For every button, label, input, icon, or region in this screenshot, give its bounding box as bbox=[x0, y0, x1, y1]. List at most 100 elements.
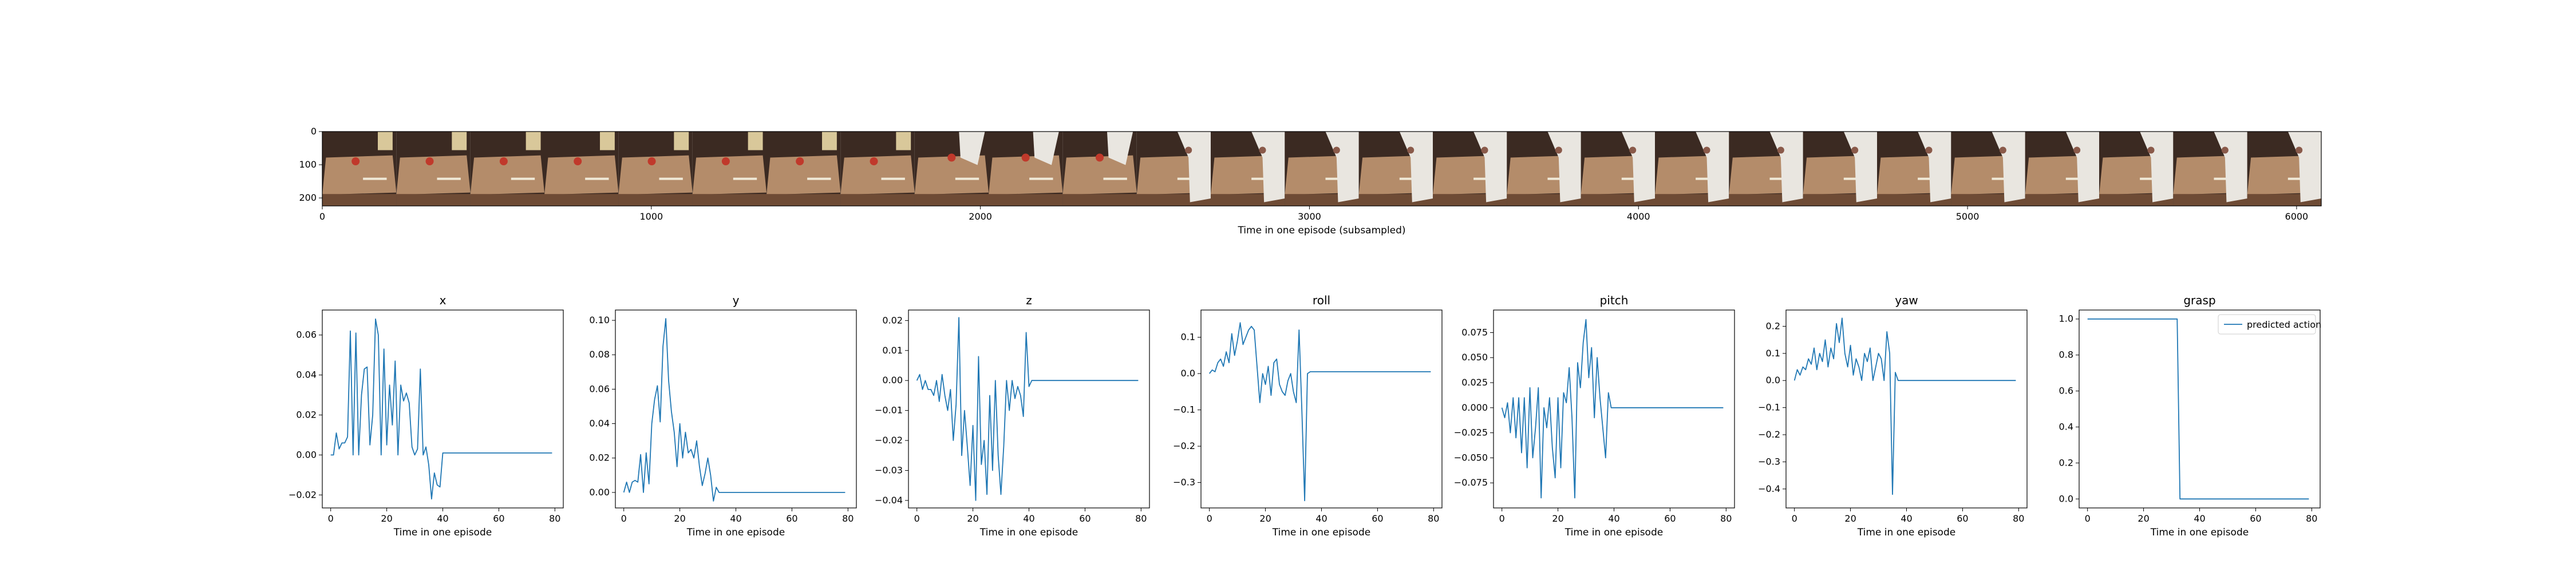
red-object bbox=[499, 157, 508, 165]
frame-thumbnail bbox=[1507, 132, 1581, 206]
series-line-predicted-action bbox=[916, 317, 1139, 501]
frame-thumbnail bbox=[1285, 132, 1359, 206]
plot-area bbox=[1200, 309, 1443, 509]
red-object bbox=[870, 157, 878, 165]
y-tick-label: −0.1 bbox=[1758, 402, 1780, 413]
held-object bbox=[1481, 146, 1488, 154]
held-object bbox=[1333, 146, 1340, 154]
red-object bbox=[574, 157, 582, 165]
x-tick-label: 20 bbox=[381, 513, 392, 524]
legend: predicted action bbox=[2218, 314, 2321, 335]
table-surface bbox=[767, 155, 841, 195]
table-edge bbox=[396, 194, 471, 206]
strip-x-tick-label: 5000 bbox=[1956, 211, 1980, 222]
plot-area bbox=[615, 309, 857, 509]
x-tick-label: 40 bbox=[730, 513, 741, 524]
frame-thumbnail bbox=[1877, 132, 1951, 206]
chart-x: x 0 20 40 60 80 −0.02 0.00 0.02 0.04 0.06 Time in o… bbox=[289, 293, 564, 538]
series-line-predicted-action bbox=[623, 318, 846, 502]
robot-gripper bbox=[896, 132, 911, 150]
y-tick-label: 0.8 bbox=[2059, 349, 2073, 360]
held-object bbox=[1407, 146, 1415, 154]
x-tick-label: 20 bbox=[1259, 513, 1271, 524]
strip-x-tick-label: 3000 bbox=[1298, 211, 1321, 222]
table-edge bbox=[692, 194, 767, 206]
red-object bbox=[425, 157, 434, 165]
held-object bbox=[1925, 146, 1933, 154]
robot-gripper bbox=[378, 132, 393, 150]
x-tick-label: 20 bbox=[1844, 513, 1856, 524]
table-marker bbox=[437, 177, 461, 180]
y-tick-label: 0.2 bbox=[2059, 457, 2073, 468]
frame-thumbnail bbox=[1951, 132, 2025, 206]
x-axis-label: Time in one episode bbox=[1564, 527, 1663, 538]
frame-thumbnail bbox=[322, 132, 397, 206]
strip-x-tick-label: 6000 bbox=[2285, 211, 2309, 222]
x-tick-label: 80 bbox=[1720, 513, 1732, 524]
table-surface bbox=[396, 155, 471, 195]
chart-z: z 0 20 40 60 80 −0.04 −0.03 −0.02 −0.01 0.00 0.01 0.… bbox=[875, 293, 1150, 538]
table-marker bbox=[363, 177, 387, 180]
x-tick-label: 60 bbox=[1372, 513, 1383, 524]
frame-thumbnail bbox=[1062, 132, 1137, 206]
y-tick-label: 0.00 bbox=[589, 487, 610, 498]
red-object bbox=[1021, 153, 1030, 162]
held-object bbox=[2296, 146, 2303, 154]
x-tick-label: 20 bbox=[967, 513, 978, 524]
held-object bbox=[1999, 146, 2006, 154]
strip-x-tick-label: 1000 bbox=[639, 211, 663, 222]
x-axis-label: Time in one episode bbox=[1272, 527, 1370, 538]
x-axis-label: Time in one episode bbox=[1857, 527, 1955, 538]
frame-thumbnail bbox=[2247, 132, 2321, 206]
y-tick-label: −0.3 bbox=[1758, 456, 1780, 467]
x-tick-label: 60 bbox=[2250, 513, 2261, 524]
x-tick-label: 60 bbox=[1664, 513, 1676, 524]
x-axis-label: Time in one episode bbox=[2150, 527, 2249, 538]
y-tick-label: 0.06 bbox=[296, 329, 317, 340]
table-edge bbox=[618, 194, 693, 206]
x-tick-label: 80 bbox=[2306, 513, 2317, 524]
y-tick-label: −0.02 bbox=[875, 435, 903, 446]
frame-thumbnail bbox=[618, 132, 693, 206]
chart-roll: roll 0 20 40 60 80 −0.3 −0.2 −0.1 0.0 0.1 Time in o… bbox=[1173, 293, 1443, 538]
plot-area bbox=[1785, 309, 2028, 509]
strip-y-tick-label: 100 bbox=[299, 159, 317, 170]
y-tick-label: 0.0 bbox=[2059, 493, 2073, 504]
frame-thumbnail bbox=[1655, 132, 1729, 206]
red-object bbox=[721, 157, 730, 165]
frame-thumbnail bbox=[544, 132, 619, 206]
frame-thumbnail bbox=[1729, 132, 1803, 206]
plot-area bbox=[908, 309, 1150, 509]
x-tick-label: 0 bbox=[328, 513, 334, 524]
table-surface bbox=[840, 155, 915, 195]
y-tick-label: −0.02 bbox=[289, 489, 317, 500]
chart-title: roll bbox=[1313, 293, 1330, 307]
y-tick-label: 0.4 bbox=[2059, 421, 2073, 432]
frame-thumbnail bbox=[767, 132, 841, 206]
y-tick-label: 0.04 bbox=[589, 418, 610, 429]
table-surface bbox=[322, 155, 397, 195]
held-object bbox=[1703, 146, 1710, 154]
robot-gripper bbox=[674, 132, 689, 150]
table-surface bbox=[618, 155, 693, 195]
y-tick-label: −0.04 bbox=[875, 495, 903, 506]
y-tick-label: 0.01 bbox=[882, 345, 903, 356]
robot-gripper bbox=[822, 132, 837, 150]
frame-thumbnail bbox=[1803, 132, 1877, 206]
held-object bbox=[1185, 146, 1192, 154]
table-surface bbox=[692, 155, 767, 195]
y-tick-label: −0.01 bbox=[875, 405, 903, 416]
x-tick-label: 0 bbox=[621, 513, 627, 524]
frame-thumbnail bbox=[396, 132, 471, 206]
x-tick-label: 40 bbox=[1608, 513, 1619, 524]
frame-thumbnail bbox=[692, 132, 767, 206]
robot-gripper bbox=[452, 132, 467, 150]
table-surface bbox=[1062, 155, 1137, 195]
series-line-predicted-action bbox=[1501, 319, 1724, 499]
table-surface bbox=[914, 155, 989, 195]
x-tick-label: 80 bbox=[1428, 513, 1439, 524]
chart-yaw: yaw 0 20 40 60 80 −0.4 −0.3 −0.2 −0.1 0.0 0.1 0.2 Tim… bbox=[1758, 293, 2028, 538]
held-object bbox=[2147, 146, 2155, 154]
strip-y-tick-label: 200 bbox=[299, 192, 317, 203]
